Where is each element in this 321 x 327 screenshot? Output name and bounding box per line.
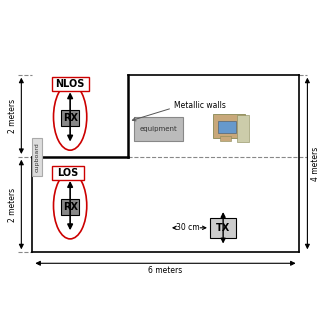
FancyBboxPatch shape [221,136,231,141]
Text: LOS: LOS [57,168,79,178]
FancyBboxPatch shape [51,166,84,180]
Text: 30 cm: 30 cm [176,223,199,232]
Text: 6 meters: 6 meters [148,266,183,275]
FancyBboxPatch shape [213,114,245,138]
Text: 4 meters: 4 meters [311,146,320,181]
FancyBboxPatch shape [237,115,249,142]
Text: RX: RX [63,113,78,123]
FancyBboxPatch shape [210,218,237,237]
Text: equipment: equipment [140,126,178,132]
Text: Metallic walls: Metallic walls [174,101,226,110]
FancyBboxPatch shape [134,117,183,141]
Text: NLOS: NLOS [56,79,85,89]
Text: RX: RX [63,202,78,212]
Text: 2 meters: 2 meters [8,187,17,222]
Text: TX: TX [216,223,230,233]
FancyBboxPatch shape [218,121,236,133]
Text: 2 meters: 2 meters [8,99,17,133]
FancyBboxPatch shape [32,138,42,176]
Text: cupboard: cupboard [35,142,40,172]
FancyBboxPatch shape [51,77,89,91]
FancyBboxPatch shape [61,198,79,215]
FancyBboxPatch shape [61,110,79,126]
